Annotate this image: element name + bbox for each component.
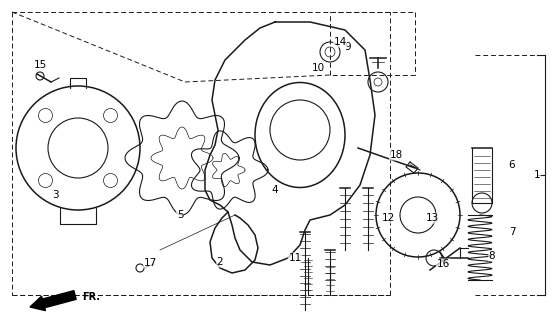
- Text: 2: 2: [217, 257, 224, 267]
- Text: 5: 5: [177, 210, 183, 220]
- Text: 1: 1: [534, 170, 540, 180]
- Text: 6: 6: [509, 160, 515, 170]
- Text: 11: 11: [289, 253, 301, 263]
- Text: 16: 16: [436, 259, 450, 269]
- Text: 13: 13: [425, 213, 439, 223]
- Text: 4: 4: [272, 185, 279, 195]
- Text: 18: 18: [389, 150, 403, 160]
- FancyArrow shape: [30, 291, 76, 311]
- Text: FR.: FR.: [82, 292, 100, 302]
- Text: 7: 7: [509, 227, 515, 237]
- Text: 8: 8: [489, 251, 495, 261]
- Text: 17: 17: [143, 258, 157, 268]
- Text: 15: 15: [33, 60, 47, 70]
- Text: 14: 14: [334, 37, 346, 47]
- Text: 9: 9: [345, 42, 351, 52]
- Text: 12: 12: [381, 213, 395, 223]
- Text: 10: 10: [311, 63, 325, 73]
- Text: 3: 3: [52, 190, 58, 200]
